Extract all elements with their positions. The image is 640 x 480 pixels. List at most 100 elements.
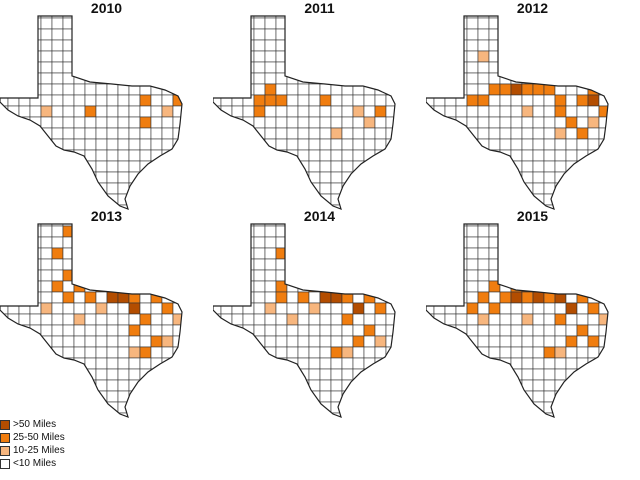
county-cell	[7, 138, 20, 151]
county-cell	[18, 269, 31, 282]
county-cell	[264, 39, 277, 52]
county-cell	[213, 335, 222, 348]
county-cell	[397, 128, 408, 139]
county-cell	[466, 357, 479, 370]
county-cell	[161, 171, 174, 184]
county-cell	[341, 160, 354, 173]
county-cell	[521, 116, 534, 129]
county-cell	[172, 368, 182, 381]
county-cell	[330, 50, 343, 63]
county-cell	[521, 193, 534, 206]
county-cell	[172, 390, 182, 403]
county-cell	[18, 258, 31, 271]
county-cell	[184, 237, 195, 248]
county-cell	[510, 224, 523, 227]
county-cell	[62, 138, 75, 151]
county-cell	[330, 149, 343, 162]
county-cell	[213, 138, 222, 151]
county-cell	[598, 390, 608, 403]
county-cell	[286, 16, 299, 19]
county-cell	[363, 401, 376, 414]
county-cell	[433, 236, 446, 249]
county-cell	[73, 412, 86, 417]
county-cell	[0, 280, 9, 293]
county-cell	[253, 116, 266, 129]
county-cell	[161, 335, 174, 348]
county-cell	[466, 346, 479, 359]
county-cell	[51, 313, 64, 326]
county-cell	[374, 105, 387, 118]
county-cell	[385, 324, 395, 337]
state-border	[426, 223, 609, 418]
county-cell	[444, 390, 457, 403]
county-cell	[264, 269, 277, 282]
county-cell	[161, 247, 174, 260]
county-cell	[330, 335, 343, 348]
county-cell	[7, 258, 20, 271]
county-cell	[610, 347, 621, 358]
county-cell	[352, 247, 365, 260]
county-cell	[319, 16, 332, 19]
county-cell	[220, 61, 233, 74]
county-cell	[610, 402, 621, 413]
county-cell	[587, 401, 600, 414]
county-cell	[565, 335, 578, 348]
county-cell	[543, 127, 556, 140]
county-cell	[18, 127, 31, 140]
county-cell	[466, 280, 479, 293]
county-cell	[330, 368, 343, 381]
county-cell	[598, 16, 608, 19]
county-cell	[40, 17, 53, 30]
county-cell	[253, 379, 266, 392]
county-cell	[172, 269, 182, 282]
county-cell	[213, 390, 222, 403]
county-cell	[397, 369, 408, 380]
county-cell	[363, 28, 376, 41]
county-cell	[308, 16, 321, 19]
county-cell	[352, 401, 365, 414]
county-cell	[543, 160, 556, 173]
county-cell	[95, 160, 108, 173]
county-cell	[444, 83, 457, 96]
texas-map	[426, 223, 621, 418]
county-cell	[466, 50, 479, 63]
county-cell	[297, 247, 310, 260]
county-cell	[319, 368, 332, 381]
county-cell	[242, 61, 255, 74]
county-cell	[576, 368, 589, 381]
county-cell	[73, 28, 86, 41]
county-cell	[341, 346, 354, 359]
county-cell	[319, 149, 332, 162]
county-cell	[106, 61, 119, 74]
county-cell	[374, 401, 387, 414]
county-cell	[554, 269, 567, 282]
county-cell	[29, 193, 42, 206]
county-cell	[374, 127, 387, 140]
county-cell	[73, 313, 86, 326]
county-cell	[488, 313, 501, 326]
county-cell	[172, 149, 182, 162]
county-cell	[397, 303, 408, 314]
county-cell	[565, 224, 578, 227]
county-cell	[297, 302, 310, 315]
county-cell	[286, 335, 299, 348]
county-cell	[576, 258, 589, 271]
county-cell	[150, 193, 163, 206]
county-cell	[397, 248, 408, 259]
county-cell	[610, 248, 621, 259]
county-cell	[172, 61, 182, 74]
county-cell	[29, 313, 42, 326]
county-cell	[231, 269, 244, 282]
county-cell	[532, 357, 545, 370]
county-cell	[161, 346, 174, 359]
county-cell	[275, 390, 288, 403]
county-cell	[150, 280, 163, 293]
county-cell	[532, 160, 545, 173]
county-cell	[40, 291, 53, 304]
county-cell	[510, 16, 523, 19]
county-cell	[73, 171, 86, 184]
county-cell	[610, 325, 621, 336]
county-cell	[543, 94, 556, 107]
county-cell	[84, 346, 97, 359]
county-cell	[95, 313, 108, 326]
